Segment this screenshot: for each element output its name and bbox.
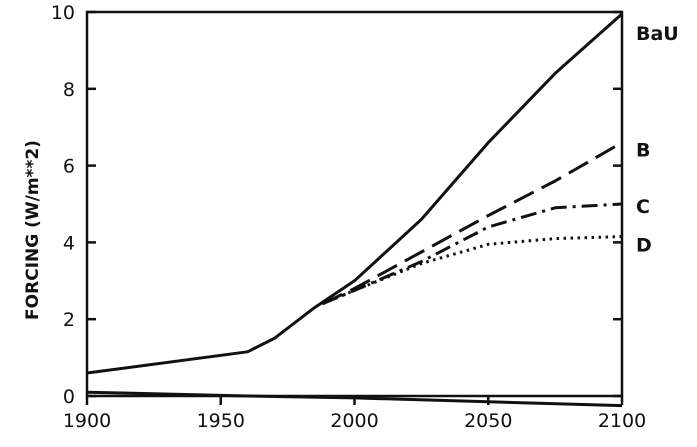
y-tick-label: 8: [63, 79, 75, 101]
x-tick-label: 1900: [63, 410, 111, 432]
series-label-bau: BaU: [636, 23, 679, 45]
y-tick-label: 0: [63, 386, 75, 408]
y-tick-label: 10: [51, 2, 75, 24]
plot-frame: [85, 10, 624, 398]
y-tick-label: 2: [63, 309, 75, 331]
series-label-c: C: [636, 196, 650, 218]
chart-series: BaU B CD: [86, 12, 679, 408]
series-line-lower: [86, 390, 623, 408]
series-label-b: B: [636, 140, 650, 162]
series-line-b: [321, 141, 623, 306]
y-tick-label: 4: [63, 232, 75, 254]
chart-axes: 1900 1950 2000 2050 2100 0 2 4 6 8 10: [51, 2, 646, 432]
series-line-d: [321, 235, 623, 306]
series-line-bau: [86, 12, 623, 375]
x-tick-label: 2000: [330, 410, 378, 432]
series-line-c: [321, 202, 623, 306]
x-tick-label: 2100: [598, 410, 646, 432]
y-axis-label: FORCING (W/m**2): [23, 140, 43, 320]
x-tick-label: 2050: [464, 410, 512, 432]
series-label-d: D: [636, 235, 652, 257]
y-tick-label: 6: [63, 156, 75, 178]
x-tick-label: 1950: [197, 410, 245, 432]
